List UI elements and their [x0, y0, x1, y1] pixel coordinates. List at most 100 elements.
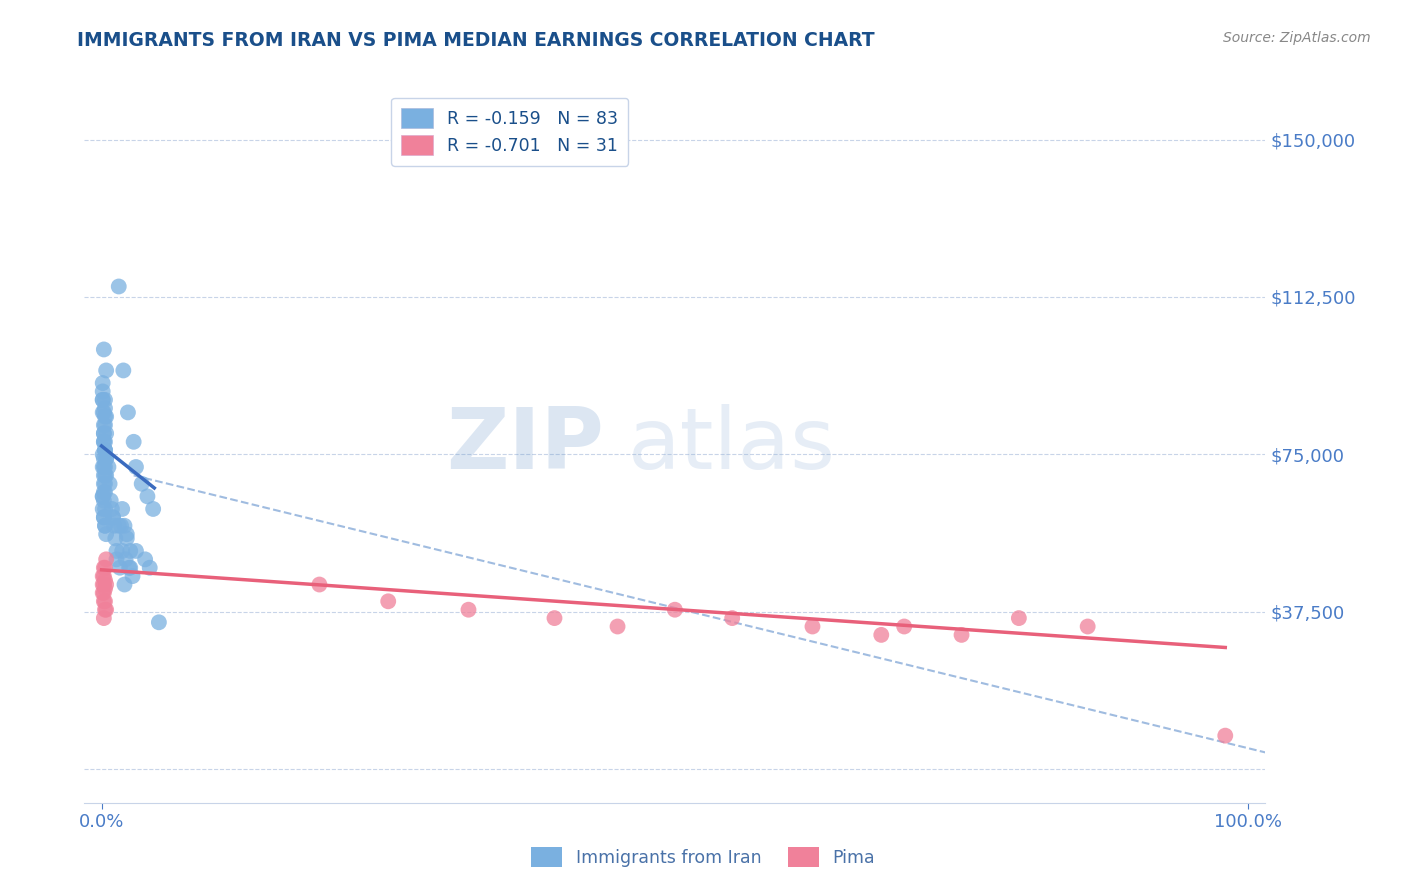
Point [801, 619, 824, 633]
Point [1008, 611, 1031, 625]
Point [543, 611, 565, 625]
Point [94, 443, 117, 458]
Point [117, 405, 139, 419]
Point [721, 611, 744, 625]
Point [93, 510, 115, 524]
Point [93, 426, 115, 441]
Point [107, 279, 129, 293]
Point [94, 603, 117, 617]
Point [120, 544, 142, 558]
Point [107, 518, 129, 533]
Point [606, 619, 628, 633]
Legend: Immigrants from Iran, Pima: Immigrants from Iran, Pima [524, 840, 882, 874]
Point [93, 611, 115, 625]
Point [91, 384, 114, 399]
Point [94, 468, 117, 483]
Point [94, 518, 117, 533]
Point [94, 401, 117, 416]
Point [91, 586, 114, 600]
Point [101, 510, 124, 524]
Point [91, 392, 114, 407]
Point [94, 594, 117, 608]
Point [93, 586, 115, 600]
Point [136, 489, 159, 503]
Point [94, 468, 117, 483]
Point [94, 518, 117, 533]
Point [93, 426, 115, 441]
Legend: R = -0.159   N = 83, R = -0.701   N = 31: R = -0.159 N = 83, R = -0.701 N = 31 [391, 98, 628, 166]
Point [104, 532, 127, 546]
Point [93, 485, 115, 500]
Point [94, 426, 117, 441]
Point [93, 510, 115, 524]
Point [91, 392, 114, 407]
Text: IMMIGRANTS FROM IRAN VS PIMA MEDIAN EARNINGS CORRELATION CHART: IMMIGRANTS FROM IRAN VS PIMA MEDIAN EARN… [77, 31, 875, 50]
Point [100, 493, 122, 508]
Point [94, 527, 117, 541]
Point [94, 485, 117, 500]
Point [93, 434, 115, 449]
Point [94, 577, 117, 591]
Text: ZIP: ZIP [446, 404, 605, 488]
Point [91, 376, 114, 390]
Point [93, 468, 115, 483]
Point [1213, 729, 1236, 743]
Point [91, 502, 114, 516]
Point [98, 476, 121, 491]
Point [93, 343, 115, 357]
Point [93, 577, 115, 591]
Point [105, 544, 128, 558]
Point [94, 434, 117, 449]
Point [93, 417, 115, 432]
Point [91, 577, 114, 591]
Point [121, 569, 143, 583]
Point [94, 451, 117, 466]
Point [308, 577, 330, 591]
Point [97, 460, 120, 475]
Point [94, 409, 117, 424]
Point [94, 417, 117, 432]
Point [893, 619, 915, 633]
Point [110, 518, 132, 533]
Point [101, 502, 124, 516]
Point [91, 489, 114, 503]
Point [870, 628, 893, 642]
Point [111, 502, 134, 516]
Point [93, 451, 115, 466]
Point [94, 443, 117, 458]
Point [122, 434, 145, 449]
Point [93, 405, 115, 419]
Point [664, 603, 686, 617]
Point [91, 405, 114, 419]
Point [94, 460, 117, 475]
Point [93, 476, 115, 491]
Point [114, 518, 136, 533]
Point [94, 603, 117, 617]
Point [91, 489, 114, 503]
Point [950, 628, 973, 642]
Point [120, 560, 142, 574]
Point [93, 434, 115, 449]
Point [115, 527, 138, 541]
Text: Source: ZipAtlas.com: Source: ZipAtlas.com [1223, 31, 1371, 45]
Point [138, 560, 160, 574]
Point [1077, 619, 1099, 633]
Point [125, 544, 148, 558]
Point [111, 544, 134, 558]
Point [142, 502, 165, 516]
Point [91, 569, 114, 583]
Point [134, 552, 156, 566]
Point [108, 560, 131, 574]
Point [94, 392, 117, 407]
Point [93, 493, 115, 508]
Point [93, 460, 115, 475]
Point [94, 582, 117, 596]
Point [112, 363, 135, 377]
Point [457, 603, 479, 617]
Point [94, 363, 117, 377]
Point [148, 615, 170, 630]
Point [105, 552, 128, 566]
Point [377, 594, 399, 608]
Point [94, 409, 117, 424]
Point [115, 532, 138, 546]
